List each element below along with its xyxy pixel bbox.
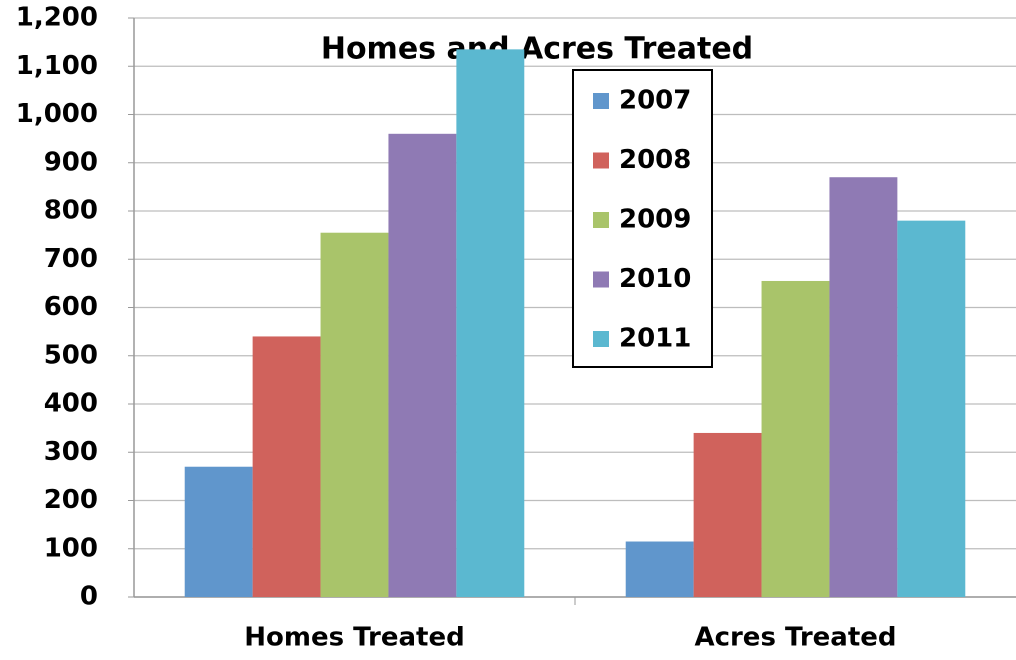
y-tick-label: 900: [44, 147, 98, 177]
y-tick-label: 500: [44, 340, 98, 370]
bar: [320, 232, 389, 597]
legend-label: 2008: [619, 145, 691, 175]
x-tick-label: Acres Treated: [694, 623, 896, 653]
bar: [829, 177, 898, 597]
bar: [761, 280, 830, 597]
legend-swatch: [593, 271, 609, 288]
y-tick-label: 1,000: [16, 99, 98, 129]
y-tick-label: 600: [44, 292, 98, 322]
legend-label: 2010: [619, 264, 691, 294]
bar: [252, 336, 321, 597]
legend-swatch: [593, 152, 609, 169]
legend-swatch: [593, 93, 609, 109]
y-tick-label: 400: [44, 389, 98, 419]
legend-label: 2007: [619, 86, 691, 116]
y-tick-label: 200: [44, 485, 98, 515]
bar: [693, 432, 762, 597]
y-tick-label: 1,100: [16, 51, 98, 81]
y-tick-label: 300: [44, 437, 98, 467]
bar: [897, 220, 966, 597]
chart-title: Homes and Acres Treated: [321, 32, 753, 67]
y-tick-label: 1,200: [16, 3, 98, 33]
bar: [184, 466, 253, 597]
bar: [388, 133, 457, 598]
y-tick-label: 0: [80, 582, 98, 612]
x-tick-label: Homes Treated: [244, 623, 464, 653]
bar: [456, 49, 525, 598]
legend-label: 2011: [619, 324, 691, 354]
legend-label: 2009: [619, 205, 691, 235]
bar: [625, 541, 694, 597]
y-tick-label: 700: [44, 244, 98, 274]
legend-swatch: [593, 212, 609, 228]
y-tick-label: 100: [44, 533, 98, 563]
legend-swatch: [593, 331, 609, 347]
y-tick-label: 800: [44, 196, 98, 226]
